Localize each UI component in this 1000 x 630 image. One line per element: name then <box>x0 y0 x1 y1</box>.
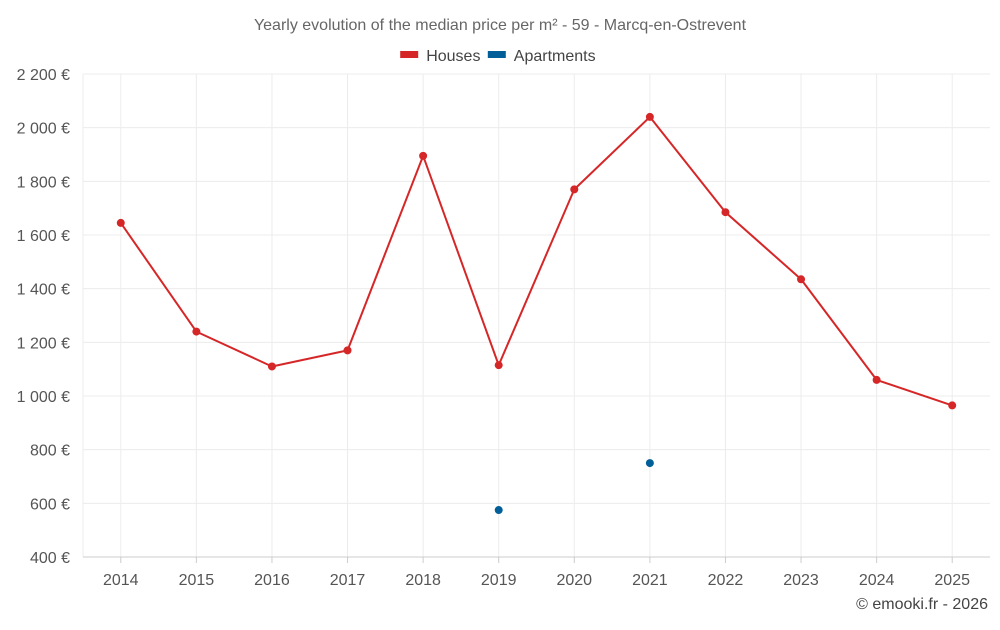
houses-point-2016[interactable] <box>267 362 276 371</box>
houses-point-2014[interactable] <box>116 218 125 227</box>
x-axis: 2014 2015 2016 2017 2018 2019 2020 2021 2022 2023… <box>83 556 990 589</box>
x-tick-label: 2024 <box>859 572 895 589</box>
x-tick-label: 2015 <box>179 572 215 589</box>
legend-label-houses[interactable]: Houses <box>426 48 480 65</box>
houses-point-2023[interactable] <box>797 275 806 284</box>
credit-text: © emooki.fr - 2026 <box>856 596 988 613</box>
chart-title: Yearly evolution of the median price per… <box>254 17 747 34</box>
y-tick-label: 800 € <box>30 443 70 460</box>
apartments-point-2019[interactable] <box>494 506 503 515</box>
legend-swatch-apartments <box>487 51 506 58</box>
grid-lines <box>82 73 990 557</box>
apartments-point-2021[interactable] <box>645 459 654 468</box>
houses-point-2015[interactable] <box>192 327 201 336</box>
x-tick-label: 2019 <box>481 572 517 589</box>
y-tick-label: 1 400 € <box>17 282 70 299</box>
x-tick-label: 2020 <box>556 572 592 589</box>
x-tick-label: 2014 <box>103 572 139 589</box>
houses-point-2024[interactable] <box>872 375 881 384</box>
houses-point-2018[interactable] <box>419 151 428 160</box>
y-tick-label: 2 000 € <box>17 121 70 138</box>
houses-point-2025[interactable] <box>948 401 957 410</box>
x-tick-label: 2017 <box>330 572 366 589</box>
y-tick-label: 1 800 € <box>17 174 70 191</box>
y-tick-label: 600 € <box>30 496 70 513</box>
series-layer <box>116 112 957 515</box>
x-tick-label: 2021 <box>632 572 668 589</box>
y-tick-label: 1 600 € <box>17 228 70 245</box>
x-tick-label: 2022 <box>708 572 744 589</box>
x-tick-label: 2018 <box>405 572 441 589</box>
y-tick-label: 2 200 € <box>17 67 70 84</box>
houses-point-2020[interactable] <box>570 185 579 194</box>
houses-series-line <box>119 115 953 407</box>
houses-point-2021[interactable] <box>645 112 654 121</box>
y-axis: 400 € 600 € 800 € 1 000 € 1 200 € 1 400 € 1 60… <box>17 67 70 567</box>
legend-swatch-houses <box>400 51 419 58</box>
x-tick-label: 2025 <box>934 572 970 589</box>
y-tick-label: 1 200 € <box>17 335 70 352</box>
x-tick-label: 2016 <box>254 572 290 589</box>
y-tick-label: 400 € <box>30 550 70 567</box>
legend-label-apartments[interactable]: Apartments <box>514 48 596 65</box>
houses-point-2019[interactable] <box>494 361 503 370</box>
houses-point-2022[interactable] <box>721 208 730 217</box>
x-tick-label: 2023 <box>783 572 819 589</box>
legend: Houses Apartments <box>400 48 596 65</box>
houses-point-2017[interactable] <box>343 346 352 355</box>
y-tick-label: 1 000 € <box>17 389 70 406</box>
